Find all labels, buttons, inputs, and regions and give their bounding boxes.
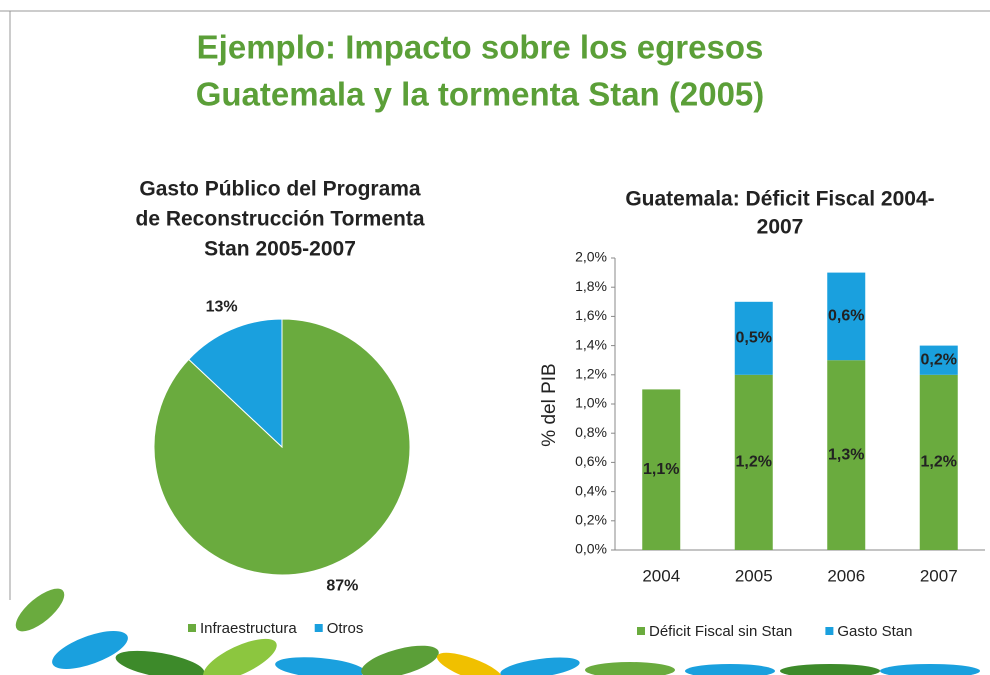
data-label: 0,5% <box>736 330 772 347</box>
slide: Ejemplo: Impacto sobre los egresos Guate… <box>0 0 990 675</box>
data-label: 1,3% <box>828 446 864 463</box>
x-tick-label: 2004 <box>642 566 680 585</box>
y-tick-label: 0,2% <box>575 512 607 528</box>
x-tick-label: 2005 <box>735 566 773 585</box>
y-tick-label: 0,8% <box>575 424 607 440</box>
y-tick-label: 1,8% <box>575 278 607 294</box>
chart-title: de Reconstrucción Tormenta <box>136 208 425 231</box>
y-tick-label: 1,6% <box>575 307 607 323</box>
legend-swatch <box>637 627 645 635</box>
legend-label: Gasto Stan <box>837 623 912 640</box>
x-tick-label: 2006 <box>827 566 865 585</box>
y-tick-label: 1,2% <box>575 366 607 382</box>
data-label: 1,2% <box>921 454 957 471</box>
data-label: 1,1% <box>643 461 679 478</box>
decoration <box>9 582 980 675</box>
y-tick-label: 2,0% <box>575 249 607 265</box>
y-tick-label: 0,4% <box>575 482 607 498</box>
y-tick-label: 1,4% <box>575 336 607 352</box>
y-tick-label: 0,0% <box>575 541 607 557</box>
legend-swatch <box>315 624 323 632</box>
legend-label: Infraestructura <box>200 620 297 637</box>
data-label: 87% <box>326 578 358 595</box>
data-label: 13% <box>206 299 238 316</box>
legend-swatch <box>825 627 833 635</box>
chart-title: Gasto Público del Programa <box>139 178 421 201</box>
legend-label: Déficit Fiscal sin Stan <box>649 623 792 640</box>
x-tick-label: 2007 <box>920 566 958 585</box>
data-label: 1,2% <box>736 454 772 471</box>
legend-label: Otros <box>327 620 364 637</box>
y-axis-title: % del PIB <box>539 363 560 446</box>
legend-swatch <box>188 624 196 632</box>
y-tick-label: 0,6% <box>575 453 607 469</box>
slide-title: Guatemala y la tormenta Stan (2005) <box>196 76 765 113</box>
y-tick-label: 1,0% <box>575 395 607 411</box>
chart-title: Stan 2005-2007 <box>204 238 356 261</box>
chart-title: 2007 <box>757 216 804 239</box>
slide-title: Ejemplo: Impacto sobre los egresos <box>197 29 764 66</box>
chart-title: Guatemala: Déficit Fiscal 2004- <box>625 188 934 211</box>
data-label: 0,6% <box>828 308 864 325</box>
data-label: 0,2% <box>921 351 957 368</box>
